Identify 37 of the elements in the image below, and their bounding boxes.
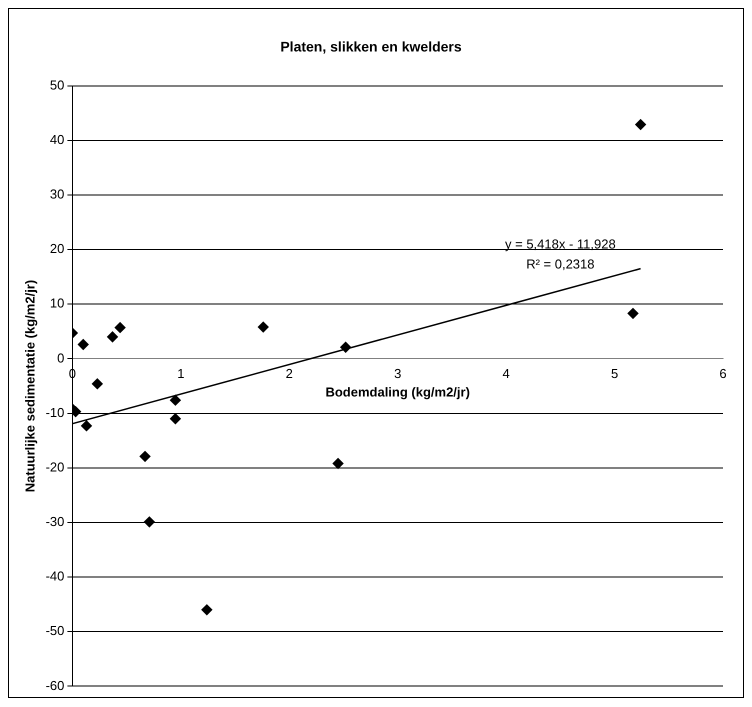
- point: [114, 322, 126, 334]
- y-axis-title: Natuurlijke sedimentatie (kg/m2/jr): [22, 280, 38, 492]
- point: [144, 516, 155, 528]
- y-tick-label: -50: [46, 623, 64, 638]
- x-tick-label: 3: [394, 366, 402, 382]
- x-tick-label: 1: [177, 366, 184, 382]
- y-tick-label: 50: [50, 77, 64, 92]
- y-tick-label: 10: [50, 296, 64, 311]
- y-tick-label: -30: [46, 514, 64, 530]
- point: [92, 378, 103, 390]
- point: [170, 413, 181, 424]
- point: [140, 450, 151, 462]
- point: [340, 342, 352, 353]
- y-tick-label: 40: [50, 132, 64, 147]
- point: [201, 604, 212, 616]
- point: [107, 331, 118, 342]
- y-tick-label: 0: [57, 350, 64, 366]
- x-tick-label: 4: [502, 366, 510, 382]
- point: [635, 119, 646, 130]
- x-axis-title: Bodemdaling (kg/m2/jr): [325, 384, 470, 400]
- y-tick-label: -10: [46, 404, 64, 420]
- y-tick-label: 30: [50, 186, 64, 202]
- chart-title: Platen, slikken en kwelders: [280, 38, 462, 54]
- y-tick-label: 20: [50, 241, 64, 256]
- x-tick-label: 2: [286, 366, 293, 382]
- point: [80, 420, 92, 432]
- x-tick-label: 6: [719, 366, 727, 382]
- y-tick-label: -20: [46, 459, 64, 474]
- y-tick-label: -60: [46, 678, 64, 693]
- point: [78, 339, 89, 350]
- x-tick-label: 5: [610, 366, 618, 382]
- point: [332, 458, 344, 470]
- point: [170, 394, 181, 406]
- y-tick-label: -40: [46, 568, 64, 584]
- annotation: R² = 0,2318: [526, 256, 594, 272]
- point: [258, 322, 269, 333]
- point: [628, 308, 638, 319]
